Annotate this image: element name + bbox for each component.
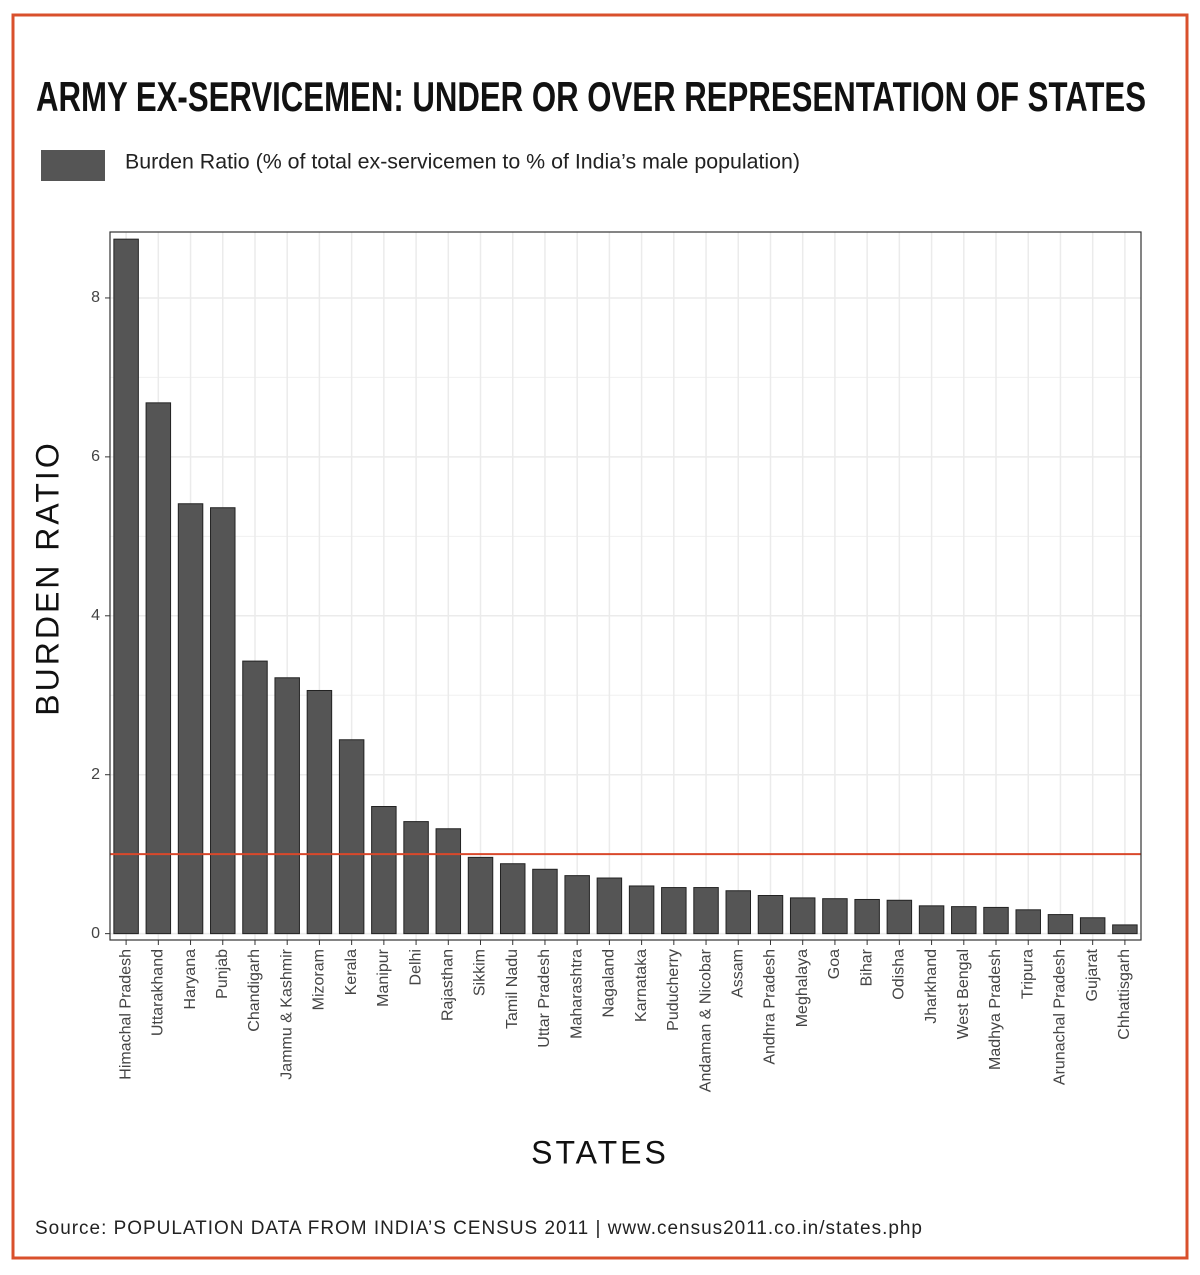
x-tick-label: Maharashtra [568, 949, 585, 1039]
bar [242, 660, 268, 935]
bar [596, 877, 623, 935]
legend-swatch [41, 150, 105, 181]
bar [113, 238, 139, 935]
x-tick-label: Arunachal Pradesh [1052, 949, 1069, 1085]
bar [145, 402, 172, 935]
x-tick-label: Meghalaya [794, 949, 811, 1027]
bar [918, 905, 945, 935]
x-tick-label: Odisha [891, 949, 908, 1000]
bar [177, 503, 204, 935]
bar [499, 863, 526, 935]
bar [628, 885, 655, 935]
bar [886, 899, 913, 935]
x-tick-label: Chhattisgarh [1116, 949, 1133, 1040]
x-tick-label: Puducherry [665, 949, 682, 1031]
frame [11, 13, 1189, 1260]
bar [951, 906, 977, 935]
bar [564, 875, 590, 935]
bar [757, 895, 784, 935]
bar [338, 739, 365, 935]
x-tick-label: Andhra Pradesh [762, 949, 779, 1065]
y-tick-label: 4 [91, 607, 100, 624]
bar [1015, 909, 1041, 935]
x-axis-title: STATES [531, 1134, 669, 1170]
x-tick-label: Tamil Nadu [504, 949, 521, 1029]
bar [1047, 914, 1074, 935]
source-note: Source: POPULATION DATA FROM INDIA’S CEN… [35, 1218, 923, 1239]
x-tick-label: Gujarat [1084, 948, 1101, 1001]
bar [403, 821, 429, 935]
x-tick-label: Kerala [343, 949, 360, 995]
x-tick-label: Sikkim [472, 949, 489, 996]
x-tick-label: Chandigarh [246, 949, 263, 1032]
bar [693, 887, 719, 935]
bar [822, 898, 848, 935]
x-tick-label: Rajasthan [440, 949, 457, 1021]
chart-title: ARMY EX-SERVICEMEN: UNDER OR OVER REPRES… [36, 73, 1146, 120]
bar [661, 887, 687, 935]
bar [532, 868, 558, 935]
bar [854, 898, 880, 935]
bar [725, 890, 752, 935]
y-axis-title: BURDEN RATIO [29, 440, 65, 715]
x-tick-label: Himachal Pradesh [117, 949, 134, 1080]
bar [1112, 924, 1138, 935]
x-tick-label: Uttar Pradesh [536, 949, 553, 1048]
x-tick-label: Nagaland [601, 949, 618, 1018]
x-tick-label: West Bengal [955, 949, 972, 1039]
x-tick-label: Manipur [375, 948, 392, 1006]
x-tick-label: Jammu & Kashmir [278, 948, 295, 1079]
bar [306, 689, 333, 935]
x-tick-label: Andaman & Nicobar [697, 948, 714, 1092]
y-tick-label: 2 [91, 766, 100, 783]
bar [983, 906, 1009, 935]
plot-border [109, 231, 1142, 941]
x-tick-label: Assam [729, 949, 746, 998]
bar [789, 897, 816, 935]
x-tick-label: Bihar [858, 948, 875, 986]
bar [467, 856, 494, 935]
y-tick-label: 8 [91, 289, 100, 306]
y-tick-label: 0 [91, 925, 100, 942]
bar [210, 507, 236, 935]
x-tick-label: Karnataka [633, 949, 650, 1022]
x-tick-label: Haryana [182, 949, 199, 1010]
x-tick-label: Madhya Pradesh [987, 949, 1004, 1070]
y-tick-label: 6 [91, 448, 100, 465]
x-tick-label: Goa [826, 949, 843, 979]
bar [371, 806, 397, 935]
x-tick-label: Punjab [214, 949, 231, 999]
x-tick-label: Jharkhand [923, 949, 940, 1024]
bar [274, 677, 300, 935]
bar [1079, 917, 1106, 935]
x-tick-label: Mizoram [311, 949, 328, 1010]
x-tick-label: Tripura [1019, 949, 1036, 999]
bar [435, 828, 462, 935]
x-tick-label: Uttarakhand [150, 949, 167, 1036]
x-tick-label: Delhi [407, 949, 424, 985]
legend-label: Burden Ratio (% of total ex-servicemen t… [125, 151, 800, 174]
